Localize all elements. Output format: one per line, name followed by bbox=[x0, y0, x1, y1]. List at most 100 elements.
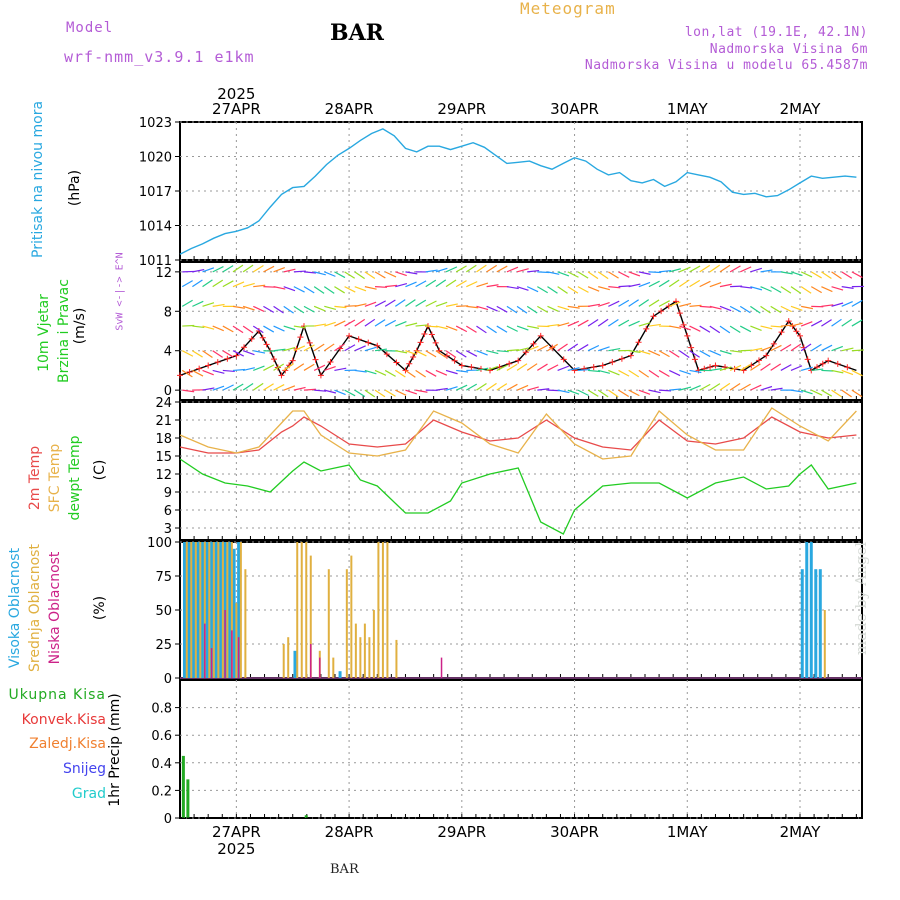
wind-vector-arrow bbox=[770, 363, 782, 371]
wind-vector-arrow bbox=[719, 264, 731, 273]
wind-vector-arrow bbox=[415, 299, 427, 307]
cloud-bar-srednja-oblacnost bbox=[212, 542, 215, 678]
wind-vector-arrow bbox=[181, 350, 194, 357]
ytick-label-wind: 8 bbox=[164, 305, 172, 320]
wind-vector-arrow bbox=[334, 389, 346, 396]
top-day-label: 2MAY bbox=[780, 100, 822, 118]
wind-vector-arrow bbox=[760, 286, 772, 292]
model-label: Model bbox=[66, 20, 114, 36]
wind-vector-arrow bbox=[364, 369, 377, 375]
wind-vector-arrow bbox=[293, 363, 305, 371]
cloud-bar-visoka-oblacnost bbox=[338, 671, 342, 678]
wind-vector-arrow bbox=[780, 364, 792, 371]
wind-vector-arrow bbox=[851, 369, 863, 377]
bottom-day-label: 2MAY bbox=[780, 823, 822, 841]
wind-direction-marker bbox=[383, 351, 390, 358]
wind-vector-arrow bbox=[770, 286, 782, 294]
wind-vector-arrow bbox=[293, 325, 306, 329]
wind-vector-arrow bbox=[476, 264, 487, 273]
wind-vector-arrow bbox=[800, 271, 813, 278]
wind-vector-arrow bbox=[476, 367, 489, 372]
wind-vector-arrow bbox=[182, 389, 195, 393]
cloud-bar-visoka-oblacnost bbox=[818, 569, 822, 678]
cloud-bar-srednja-oblacnost bbox=[305, 542, 308, 678]
wind-vector-arrow bbox=[821, 369, 834, 372]
wind-vector-arrow bbox=[719, 305, 732, 312]
wind-vector-arrow bbox=[811, 389, 823, 396]
wind-vector-arrow bbox=[638, 299, 650, 307]
ytick-label-cloud: 25 bbox=[155, 638, 172, 653]
wind-direction-marker bbox=[643, 325, 650, 332]
wind-vector-arrow bbox=[526, 345, 539, 352]
wind-vector-arrow bbox=[324, 321, 336, 327]
wind-direction-marker bbox=[312, 356, 319, 363]
wind-direction-marker bbox=[522, 349, 529, 356]
ytick-label-temperature: 21 bbox=[155, 414, 172, 429]
wind-vector-arrow bbox=[831, 318, 842, 327]
wind-vector-arrow bbox=[516, 305, 528, 314]
wind-direction-marker bbox=[770, 340, 777, 347]
wind-vector-arrow bbox=[537, 388, 550, 391]
wind-vector-arrow bbox=[821, 319, 832, 327]
wind-vector-arrow bbox=[679, 325, 691, 331]
wind-direction-marker bbox=[278, 372, 285, 379]
wind-vector-arrow bbox=[395, 389, 407, 396]
wind-vector-arrow bbox=[344, 344, 356, 352]
wind-vector-arrow bbox=[760, 305, 771, 314]
wind-vector-arrow bbox=[324, 365, 336, 371]
wind-vector-arrow bbox=[679, 266, 691, 273]
bottom-day-label: 29APR bbox=[437, 823, 486, 841]
wind-vector-arrow bbox=[192, 300, 204, 307]
wind-vector-arrow bbox=[283, 363, 294, 371]
wind-vector-arrow bbox=[425, 279, 437, 288]
wind-vector-arrow bbox=[486, 325, 497, 334]
cloud-bar-srednja-oblacnost bbox=[185, 542, 188, 678]
wind-vector-arrow bbox=[506, 363, 518, 371]
wind-vector-arrow bbox=[557, 322, 570, 327]
wind-vector-arrow bbox=[466, 383, 478, 391]
wind-vector-arrow bbox=[212, 350, 223, 358]
wind-vector-arrow bbox=[658, 350, 670, 358]
wind-vector-arrow bbox=[810, 343, 822, 352]
wind-direction-marker bbox=[618, 355, 625, 362]
wind-vector-arrow bbox=[273, 286, 286, 290]
wind-vector-arrow bbox=[354, 286, 367, 292]
wind-vector-arrow bbox=[456, 369, 469, 373]
wind-vector-arrow bbox=[739, 383, 751, 391]
model-elevation-label: Nadmorska Visina u modelu 65.4587m bbox=[584, 58, 868, 73]
wind-vector-arrow bbox=[537, 305, 549, 313]
bottom-day-label: 30APR bbox=[550, 823, 599, 841]
cloud-bar-srednja-oblacnost bbox=[282, 644, 285, 678]
wind-vector-arrow bbox=[567, 271, 579, 278]
wind-direction-marker bbox=[658, 308, 665, 315]
wind-vector-arrow bbox=[506, 349, 519, 352]
ytick-label-cloud: 50 bbox=[155, 604, 172, 619]
wind-vector-arrow bbox=[212, 266, 224, 273]
wind-vector-arrow bbox=[577, 286, 589, 293]
wind-vector-arrow bbox=[445, 266, 458, 273]
wind-vector-arrow bbox=[537, 363, 548, 371]
wind-vector-arrow bbox=[719, 366, 732, 372]
wind-vector-arrow bbox=[263, 364, 275, 371]
wind-direction-marker bbox=[684, 332, 691, 339]
wind-vector-arrow bbox=[587, 389, 599, 397]
cloud-bar-srednja-oblacnost bbox=[354, 623, 357, 678]
wind-vector-arrow bbox=[385, 284, 398, 288]
wind-vector-arrow bbox=[729, 305, 742, 313]
wind-vector-arrow bbox=[192, 268, 205, 273]
wind-vector-arrow bbox=[516, 286, 529, 291]
wind-vector-arrow bbox=[273, 348, 286, 352]
panel-frame-precip bbox=[179, 679, 863, 819]
top-day-label: 29APR bbox=[437, 100, 486, 118]
wind-vector-arrow bbox=[577, 344, 589, 352]
wind-vector-arrow bbox=[719, 283, 732, 288]
wind-vector-arrow bbox=[628, 271, 641, 277]
wind-vector-arrow bbox=[384, 389, 396, 397]
wind-vector-arrow bbox=[821, 271, 832, 280]
precip-bar bbox=[186, 779, 190, 818]
wind-vector-arrow bbox=[841, 271, 853, 279]
wind-vector-arrow bbox=[313, 271, 326, 276]
wind-vector-arrow bbox=[395, 282, 408, 288]
cloud-bar-niska-oblacnost bbox=[310, 644, 312, 678]
wind-vector-arrow bbox=[679, 369, 691, 375]
